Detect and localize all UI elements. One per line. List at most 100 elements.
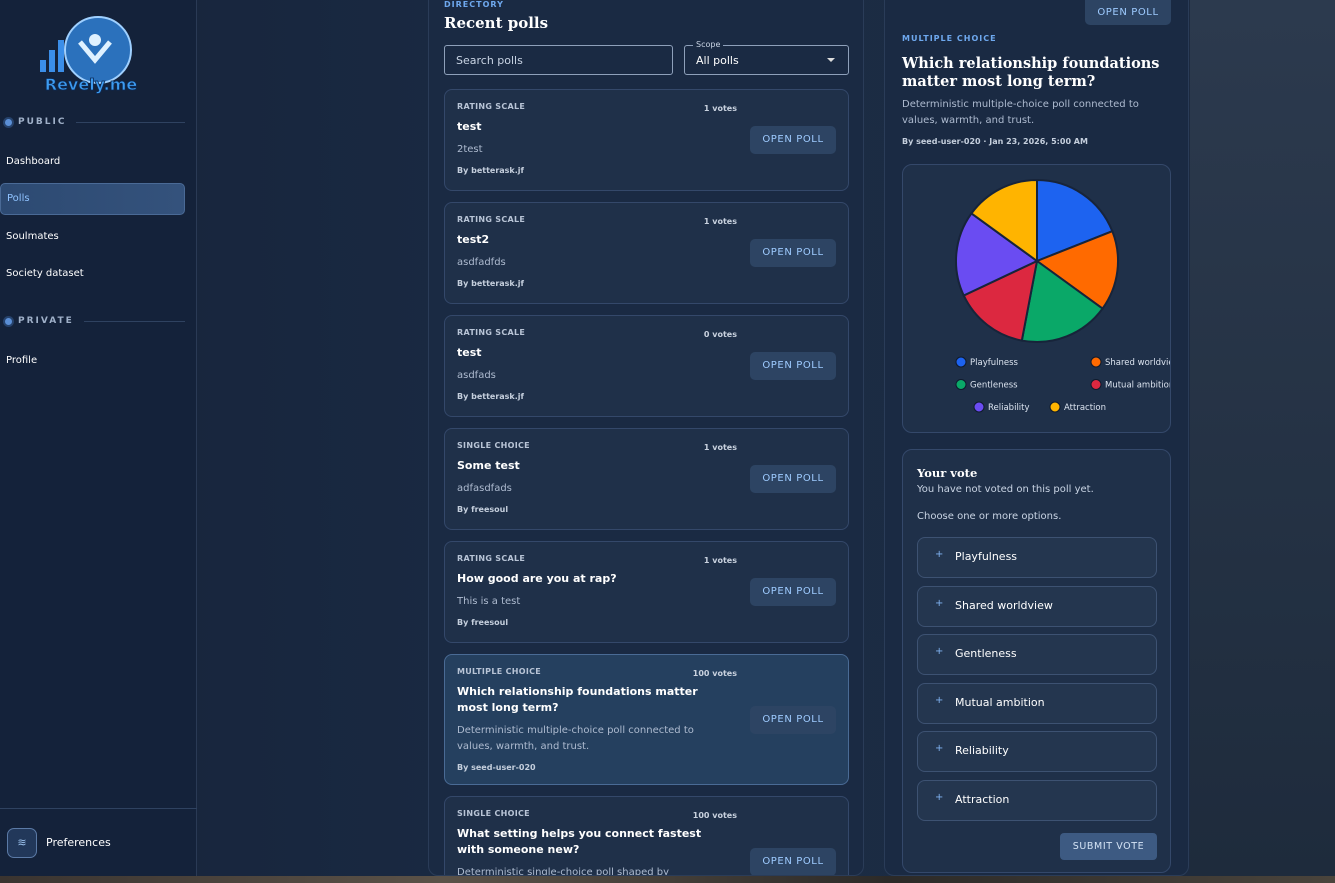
poll-card[interactable]: SINGLE CHOICE 1 votes Some test adfasdfads B…: [444, 428, 849, 530]
poll-title: Which relationship foundations matter mo…: [902, 55, 1160, 90]
open-poll-button[interactable]: OPEN POLL: [750, 239, 836, 267]
poll-type: RATING SCALE: [457, 328, 526, 337]
eyebrow: MULTIPLE CHOICE: [902, 34, 997, 43]
panel-title: Recent polls: [444, 14, 549, 32]
vote-count: 0 votes: [703, 330, 737, 339]
legend-swatch: [1049, 401, 1061, 413]
legend-swatch: [973, 401, 985, 413]
vote-option[interactable]: + Mutual ambition: [917, 682, 1157, 724]
open-poll-button[interactable]: OPEN POLL: [750, 465, 836, 493]
nav-item[interactable]: Soulmates: [6, 230, 59, 242]
chevron: [827, 58, 835, 66]
detail-panel: OPEN POLL MULTIPLE CHOICE Which relation…: [884, 0, 1189, 876]
poll-card[interactable]: RATING SCALE 0 votes test asdfads By bettera…: [444, 315, 849, 417]
nav-item[interactable]: Profile: [6, 354, 38, 366]
pie-chart: Playfulness Shared worldview Gentleness Mut…: [955, 178, 1181, 413]
vote-count: 1 votes: [703, 556, 737, 565]
section-label: PRIVATE: [5, 316, 185, 326]
open-poll-button[interactable]: OPEN POLL: [750, 578, 836, 606]
dot: [5, 317, 12, 325]
open-poll-button[interactable]: OPEN POLL: [750, 705, 836, 734]
poll-list: RATING SCALE 1 votes test 2test By betterask…: [444, 89, 849, 875]
preferences-icon[interactable]: ≋: [7, 828, 37, 858]
pie-slice: [962, 259, 1039, 342]
poll-title: Some test: [457, 459, 520, 472]
poll-description: This is a test: [457, 596, 521, 607]
vote-count: 100 votes: [692, 811, 737, 820]
nav-item[interactable]: Dashboard: [6, 155, 61, 167]
nav-item[interactable]: Polls: [0, 182, 185, 215]
scope-value[interactable]: All polls: [696, 54, 739, 67]
poll-author: By betterask.jf: [457, 166, 525, 175]
section-title: PRIVATE: [18, 316, 74, 326]
legend-label: Playfulness: [970, 358, 1019, 368]
eyebrow: DIRECTORY: [444, 0, 504, 9]
option-label[interactable]: Mutual ambition: [955, 695, 1045, 709]
plus-icon: +: [935, 791, 944, 803]
plus-icon: +: [935, 694, 944, 706]
footer-strip: [0, 876, 1335, 883]
plus-icon: +: [935, 646, 944, 657]
legend-label: Gentleness: [970, 381, 1018, 391]
preferences-label[interactable]: Preferences: [46, 836, 111, 849]
vote-option[interactable]: + Shared worldview: [917, 585, 1157, 627]
poll-description: asdfadfds: [457, 257, 506, 268]
vote-hint: Choose one or more options.: [917, 511, 1062, 522]
poll-card[interactable]: RATING SCALE 1 votes How good are you at r…: [444, 541, 849, 643]
legend-swatch: [1090, 379, 1102, 390]
open-poll-button[interactable]: OPEN POLL: [1085, 0, 1171, 25]
poll-card[interactable]: RATING SCALE 1 votes test2 asdfadfds By bett…: [444, 202, 849, 304]
legend-label: Reliability: [988, 403, 1030, 413]
legend-swatch: [1090, 356, 1102, 368]
poll-type: MULTIPLE CHOICE: [457, 667, 542, 676]
poll-title: How good are you at rap?: [457, 572, 617, 585]
open-poll-button[interactable]: OPEN POLL: [750, 126, 836, 154]
poll-title: What setting helps you connect fastest w…: [457, 827, 702, 856]
pie-slice: [1020, 259, 1104, 343]
legend-label: Shared worldview: [1105, 358, 1170, 368]
vote-count: 1 votes: [703, 443, 737, 452]
poll-description: adfasdfads: [457, 483, 512, 494]
option-label[interactable]: Gentleness: [955, 647, 1017, 660]
poll-description: asdfads: [457, 370, 496, 381]
plus-icon: +: [935, 549, 944, 560]
rule: [76, 121, 185, 123]
scope-select[interactable]: Scope All polls: [684, 40, 849, 75]
legend-label: Mutual ambition: [1105, 381, 1170, 391]
vote-option[interactable]: + Gentleness: [917, 634, 1157, 675]
directory-panel: DIRECTORY Recent polls Search polls Scop…: [428, 0, 864, 876]
sidebar: Revely.me PUBLIC Dashboard Polls Soulmates S…: [0, 0, 197, 876]
vote-option[interactable]: + Playfulness: [917, 537, 1157, 578]
open-poll-button[interactable]: OPEN POLL: [750, 847, 836, 875]
poll-card[interactable]: RATING SCALE 1 votes test 2test By betterask…: [444, 89, 849, 191]
vote-option[interactable]: + Attraction: [917, 779, 1157, 821]
option-label[interactable]: Playfulness: [955, 550, 1018, 563]
rule: [83, 320, 185, 322]
poll-card[interactable]: MULTIPLE CHOICE 100 votes Which relationsh…: [444, 654, 849, 785]
poll-title: test: [457, 346, 482, 359]
vote-option[interactable]: + Reliability: [917, 731, 1157, 772]
vote-title: Your vote: [917, 466, 978, 480]
search-input[interactable]: Search polls: [444, 45, 673, 75]
vote-count: 1 votes: [703, 104, 737, 113]
poll-type: SINGLE CHOICE: [457, 809, 530, 818]
plus-icon: +: [935, 597, 944, 609]
option-label[interactable]: Attraction: [955, 792, 1010, 806]
option-label[interactable]: Reliability: [955, 744, 1009, 757]
brand: Revely.me: [45, 75, 138, 94]
vote-count: 1 votes: [703, 217, 737, 226]
submit-button[interactable]: SUBMIT VOTE: [1060, 833, 1157, 860]
pie-slice: [970, 178, 1038, 263]
nav-item[interactable]: Society dataset: [6, 268, 84, 279]
open-poll-button[interactable]: OPEN POLL: [750, 352, 836, 380]
poll-title: test: [457, 120, 482, 133]
poll-author: By betterask.jf: [457, 279, 525, 288]
option-label[interactable]: Shared worldview: [955, 598, 1053, 612]
chart-card: Playfulness Shared worldview Gentleness Mut…: [902, 164, 1181, 433]
vote-count: 100 votes: [692, 669, 737, 678]
preferences[interactable]: ≋ Preferences: [0, 808, 197, 876]
poll-card[interactable]: SINGLE CHOICE 100 votes What setting helps…: [444, 796, 849, 875]
poll-description: Deterministic multiple-choice poll conne…: [902, 99, 1139, 126]
backdrop: [1190, 0, 1335, 876]
